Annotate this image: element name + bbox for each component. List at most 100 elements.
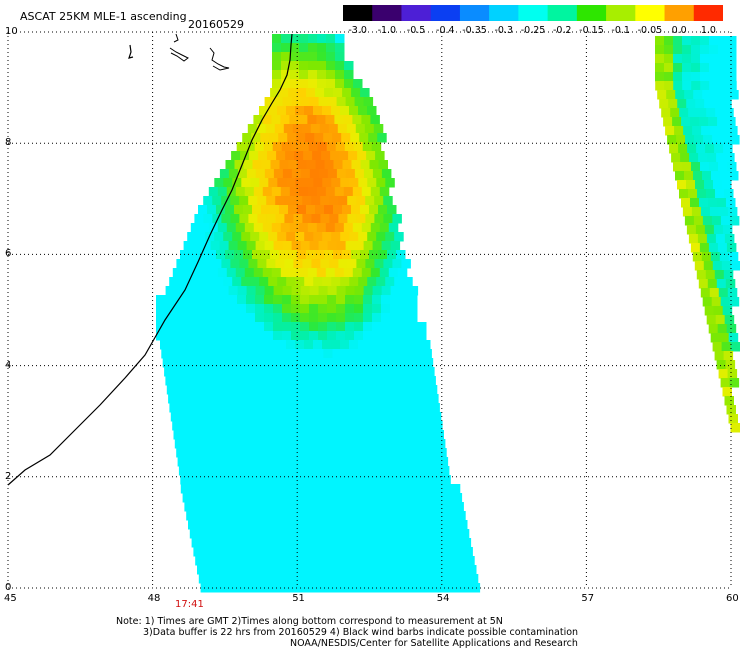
swath-cell xyxy=(354,331,364,341)
swath-cell xyxy=(353,367,363,377)
swath-cell xyxy=(358,106,368,116)
swath-cell xyxy=(356,259,366,269)
swath-cell xyxy=(250,340,260,350)
swath-cell xyxy=(418,385,429,395)
swath-cell xyxy=(260,349,270,359)
swath-cell xyxy=(215,412,226,422)
swath-cell xyxy=(241,340,251,350)
swath-cell xyxy=(300,313,310,323)
swath-cell xyxy=(440,520,450,530)
swath-cell xyxy=(252,160,262,170)
swath-cell xyxy=(196,232,206,242)
swath-cell xyxy=(205,340,215,350)
swath-cell xyxy=(344,367,354,377)
swath-cell xyxy=(165,322,175,332)
swath-cell xyxy=(190,421,200,431)
island-outline xyxy=(209,47,230,71)
swath-cell xyxy=(720,378,731,388)
swath-cell xyxy=(391,502,401,512)
swath-cell xyxy=(390,376,400,386)
swath-cell xyxy=(316,223,327,233)
swath-cell xyxy=(258,457,269,467)
swath-cell xyxy=(243,205,253,215)
swath-cell xyxy=(291,322,301,332)
swath-cell xyxy=(390,304,400,314)
swath-cell xyxy=(390,439,401,449)
swath-cell xyxy=(722,387,732,397)
swath-cell xyxy=(219,322,229,332)
swath-cell xyxy=(228,295,238,305)
swath-cell xyxy=(289,268,300,278)
swath-cell xyxy=(664,63,674,73)
swath-cell xyxy=(348,556,358,566)
swath-cell xyxy=(237,241,248,251)
swath-cell xyxy=(237,286,248,296)
swath-cell xyxy=(381,169,392,179)
swath-cell xyxy=(348,151,358,161)
swath-cell xyxy=(375,151,385,161)
swath-cell xyxy=(202,502,212,512)
swath-cell xyxy=(312,556,322,566)
swath-cell xyxy=(272,34,282,44)
swath-cell xyxy=(300,169,311,179)
swath-cell xyxy=(198,484,209,494)
swath-cell xyxy=(350,520,360,530)
swath-cell xyxy=(701,252,712,262)
swath-cell xyxy=(691,36,701,46)
swath-cell xyxy=(368,349,378,359)
swath-cell xyxy=(725,279,736,289)
swath-cell xyxy=(682,45,692,55)
swath-cell xyxy=(357,556,367,566)
swath-cell xyxy=(211,385,222,395)
swath-cell xyxy=(355,502,365,512)
swath-cell xyxy=(165,376,175,386)
swath-cell xyxy=(329,196,339,206)
swath-cell xyxy=(344,70,354,80)
colorbar-segment xyxy=(459,5,490,21)
swath-cell xyxy=(334,268,345,278)
swath-cell xyxy=(322,403,332,413)
colorbar-segment xyxy=(489,5,519,21)
swath-cell xyxy=(297,250,307,260)
swath-cell xyxy=(411,511,421,521)
swath-cell xyxy=(210,439,221,449)
swath-cell xyxy=(336,97,347,107)
swath-cell xyxy=(363,241,374,251)
swath-cell xyxy=(169,340,179,350)
swath-cell xyxy=(362,142,373,152)
swath-cell xyxy=(331,178,341,188)
swath-cell xyxy=(306,250,316,260)
swath-cell xyxy=(314,349,324,359)
swath-cell xyxy=(311,259,321,269)
swath-cell xyxy=(305,520,315,530)
swath-cell xyxy=(367,277,377,287)
swath-cell xyxy=(354,286,365,296)
swath-cell xyxy=(371,367,381,377)
swath-cell xyxy=(675,171,685,181)
swath-cell xyxy=(727,207,738,217)
swath-cell xyxy=(714,144,724,154)
swath-cell xyxy=(298,115,308,125)
swath-cell xyxy=(232,403,242,413)
swath-cell xyxy=(345,322,355,332)
swath-cell xyxy=(410,448,420,458)
swath-cell xyxy=(237,313,247,323)
swath-cell xyxy=(305,349,315,359)
swath-cell xyxy=(301,124,312,134)
swath-cell xyxy=(709,45,719,55)
swath-cell xyxy=(309,439,320,449)
swath-cell xyxy=(413,520,423,530)
swath-cell xyxy=(266,448,276,458)
swath-cell xyxy=(422,349,432,359)
swath-cell xyxy=(261,484,272,494)
swath-cell xyxy=(730,261,740,271)
swath-cell xyxy=(724,189,734,199)
swath-cell xyxy=(220,547,230,557)
swath-cell xyxy=(362,367,372,377)
swath-cell xyxy=(262,268,273,278)
swath-cell xyxy=(287,520,297,530)
swath-cell xyxy=(313,340,323,350)
swath-cell xyxy=(182,430,192,440)
swath-cell xyxy=(682,207,693,217)
swath-cell xyxy=(346,502,356,512)
